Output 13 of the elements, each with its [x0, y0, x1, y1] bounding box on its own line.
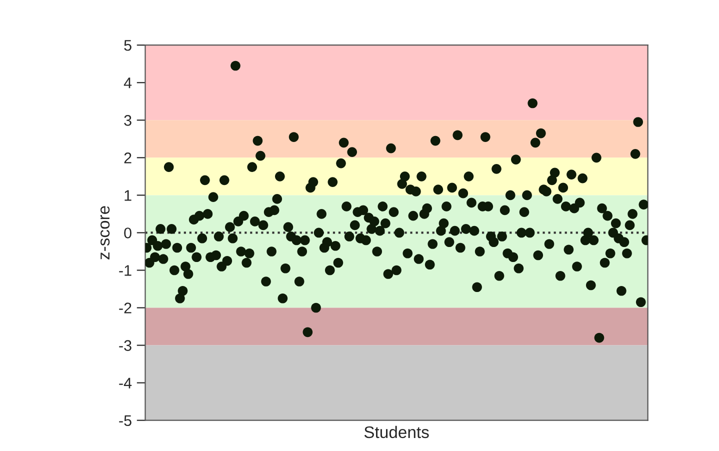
- y-tick-label: -5: [119, 415, 132, 426]
- y-tick-label: 3: [124, 115, 132, 126]
- y-tick-label: -4: [119, 378, 132, 388]
- y-tick-label: 0: [124, 228, 132, 238]
- y-tick-label: 4: [124, 78, 132, 88]
- y-tick-label: 2: [124, 152, 132, 164]
- y-tick-label: 5: [124, 40, 132, 51]
- y-tick-label: -2: [119, 302, 132, 314]
- y-tick-label: -1: [119, 265, 132, 276]
- x-axis-title: Students: [364, 426, 429, 438]
- y-axis-title: z-score: [100, 206, 110, 260]
- y-tick-label: -3: [119, 340, 132, 351]
- y-tick-label: 1: [124, 190, 132, 201]
